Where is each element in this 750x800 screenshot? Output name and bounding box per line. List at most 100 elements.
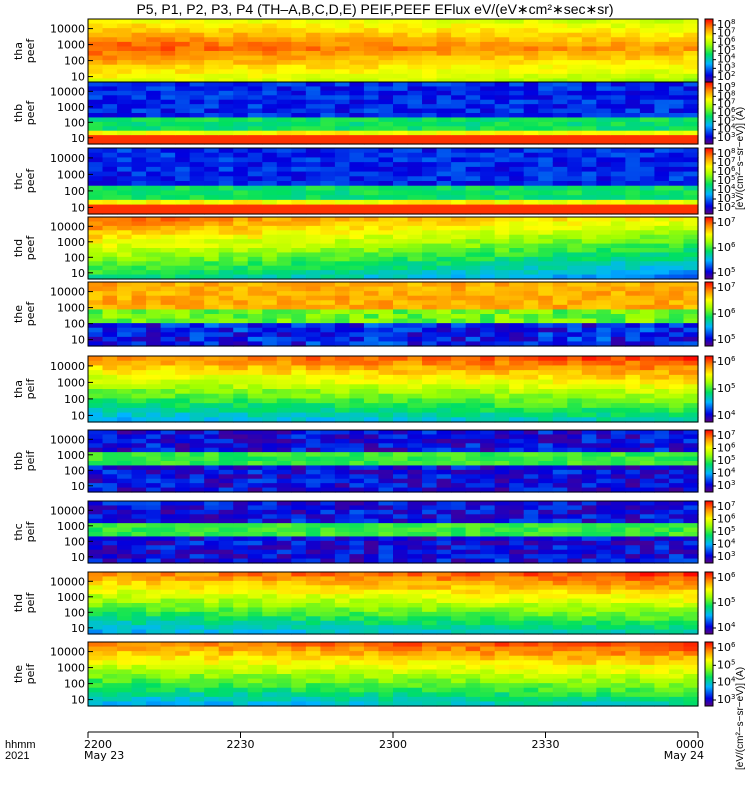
heatmap-cell: [378, 318, 394, 324]
heatmap-cell: [639, 304, 656, 311]
heatmap-cell: [262, 185, 278, 192]
heatmap-cell: [88, 523, 104, 529]
heatmap-cell: [88, 252, 104, 258]
heatmap-cell: [102, 430, 118, 436]
heatmap-cell: [683, 452, 699, 458]
heatmap-cell: [509, 323, 525, 329]
heatmap-cell: [625, 69, 641, 75]
heatmap-cell: [378, 545, 394, 551]
heatmap-cell: [189, 527, 205, 533]
heatmap-cell: [334, 204, 351, 210]
heatmap-cell: [436, 323, 452, 329]
heatmap-cell: [596, 323, 612, 329]
heatmap-cell: [175, 616, 191, 622]
heatmap-cell: [276, 478, 292, 484]
heatmap-cell: [639, 199, 656, 206]
heatmap-cell: [683, 341, 699, 347]
heatmap-cell: [189, 447, 205, 453]
heatmap-cell: [538, 82, 554, 88]
heatmap-cell: [668, 443, 685, 449]
heatmap-cell: [480, 139, 496, 145]
heatmap-cell: [393, 121, 409, 127]
heatmap-cell: [625, 41, 641, 48]
heatmap-cell: [276, 487, 292, 493]
heatmap-cell: [262, 37, 278, 43]
heatmap-cell: [465, 282, 481, 288]
heatmap-cell: [131, 99, 147, 105]
heatmap-cell: [451, 514, 467, 520]
heatmap-cell: [422, 37, 438, 43]
heatmap-cell: [276, 46, 292, 52]
heatmap-cell: [509, 23, 525, 29]
heatmap-cell: [494, 549, 510, 555]
heatmap-cell: [422, 452, 438, 458]
heatmap-cell: [523, 456, 539, 462]
heatmap-cell: [363, 403, 380, 409]
heatmap-cell: [451, 130, 467, 136]
heatmap-cell: [189, 465, 205, 471]
heatmap-cell: [363, 46, 380, 52]
heatmap-cell: [465, 95, 481, 101]
heatmap-cell: [88, 204, 104, 210]
heatmap-cell: [552, 126, 568, 132]
heatmap-cell: [538, 234, 554, 240]
heatmap-cell: [494, 474, 510, 480]
heatmap-cell: [567, 438, 583, 444]
heatmap-cell: [538, 230, 554, 236]
heatmap-cell: [102, 549, 118, 555]
heatmap-cell: [320, 46, 336, 52]
heatmap-cell: [160, 572, 176, 578]
heatmap-cell: [146, 607, 162, 613]
heatmap-cell: [378, 252, 394, 258]
heatmap-cell: [581, 469, 597, 475]
heatmap-cell: [88, 190, 104, 196]
heatmap-cell: [146, 572, 162, 578]
colorbar-tick-label: 102: [717, 70, 735, 83]
heatmap-cell: [102, 365, 118, 371]
heatmap-cell: [189, 60, 205, 66]
heatmap-cell: [610, 318, 626, 324]
heatmap-cell: [320, 438, 336, 444]
heatmap-cell: [393, 166, 409, 173]
heatmap-cell: [625, 438, 641, 444]
heatmap-cell: [334, 225, 351, 231]
heatmap-cell: [436, 86, 452, 92]
heatmap-cell: [639, 332, 656, 338]
heatmap-cell: [262, 82, 278, 88]
heatmap-cell: [567, 456, 583, 462]
heatmap-cell: [88, 300, 104, 306]
heatmap-cell: [218, 51, 234, 57]
heatmap-cell: [233, 152, 249, 159]
heatmap-cell: [610, 332, 626, 338]
heatmap-cell: [509, 483, 525, 489]
heatmap-cell: [233, 234, 249, 240]
heatmap-cell: [247, 162, 263, 168]
heatmap-cell: [654, 379, 670, 385]
heatmap-cell: [581, 379, 597, 385]
heatmap-cell: [305, 474, 321, 480]
heatmap-cell: [378, 60, 394, 66]
heatmap-cell: [639, 469, 656, 475]
heatmap-cell: [189, 370, 205, 376]
heatmap-cell: [175, 117, 191, 123]
heatmap-cell: [305, 135, 321, 141]
heatmap-cell: [654, 270, 670, 276]
heatmap-cell: [596, 221, 612, 227]
heatmap-cell: [538, 501, 554, 507]
heatmap-cell: [349, 443, 365, 449]
heatmap-cell: [422, 256, 438, 262]
heatmap-cell: [189, 265, 205, 271]
heatmap-cell: [581, 199, 597, 206]
heatmap-cell: [465, 23, 481, 29]
heatmap-cell: [480, 438, 496, 444]
heatmap-cell: [480, 417, 496, 423]
heatmap-cell: [422, 32, 438, 38]
heatmap-cell: [654, 549, 670, 555]
colorbar: [704, 500, 714, 564]
heatmap-cell: [378, 162, 394, 168]
heatmap-cell: [567, 41, 583, 48]
heatmap-cell: [610, 407, 626, 414]
heatmap-cell: [276, 327, 292, 333]
heatmap-cell: [175, 576, 191, 582]
heatmap-cell: [552, 162, 568, 168]
